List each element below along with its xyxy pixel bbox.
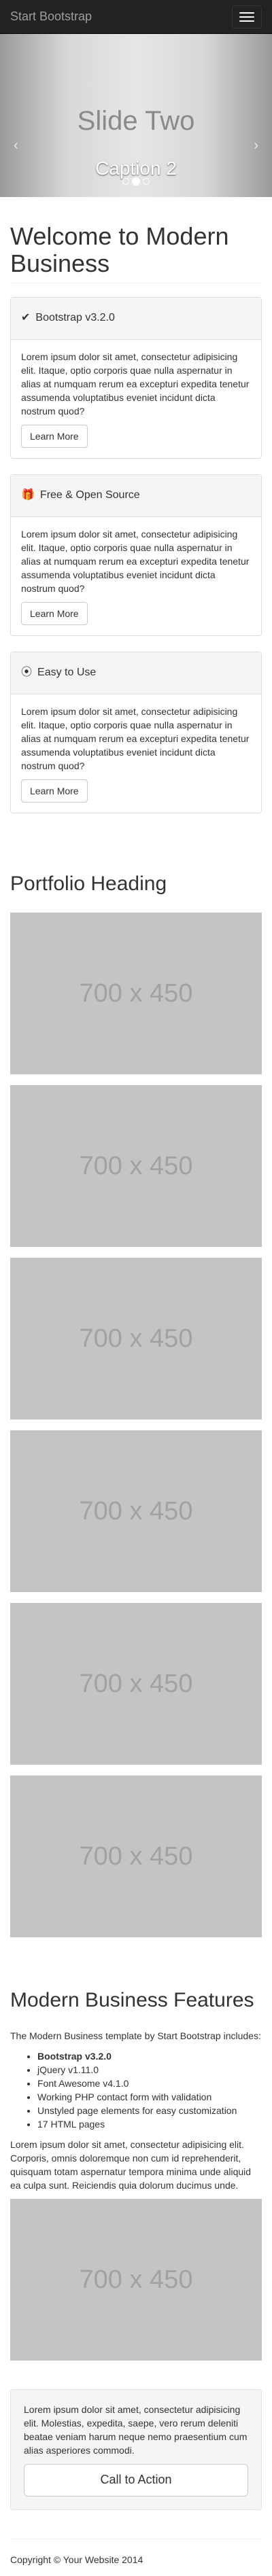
slide-title: Slide Two <box>77 106 195 136</box>
page-title: Welcome to Modern Business <box>10 197 262 284</box>
list-item: 17 HTML pages <box>37 2117 262 2131</box>
portfolio-image[interactable]: 700 x 450 <box>10 1430 262 1593</box>
list-item: Working PHP contact form with validation <box>37 2090 262 2104</box>
compass-icon: ⦿ <box>21 667 33 679</box>
hero-carousel: ‹ Slide Two Caption 2 › <box>0 34 272 197</box>
list-item: Bootstrap v3.2.0 <box>37 2049 262 2063</box>
features-paragraph: Lorem ipsum dolor sit amet, consectetur … <box>10 2139 252 2191</box>
list-item: jQuery v1.11.0 <box>37 2063 262 2077</box>
portfolio-image[interactable]: 700 x 450 <box>10 913 262 1075</box>
navbar-brand[interactable]: Start Bootstrap <box>10 9 92 23</box>
panel-body: Lorem ipsum dolor sit amet, consectetur … <box>11 694 261 813</box>
features-list: Bootstrap v3.2.0 jQuery v1.11.0 Font Awe… <box>10 2049 262 2131</box>
carousel-indicator[interactable] <box>143 178 150 185</box>
call-to-action-button[interactable]: Call to Action <box>24 2464 248 2497</box>
features-heading: Modern Business Features <box>10 1989 254 2012</box>
chevron-right-icon[interactable]: › <box>254 138 258 153</box>
panel-text: Lorem ipsum dolor sit amet, consectetur … <box>21 706 250 772</box>
portfolio-image[interactable]: 700 x 450 <box>10 1603 262 1765</box>
cta-text: Lorem ipsum dolor sit amet, consectetur … <box>24 2404 248 2456</box>
carousel-indicator[interactable] <box>122 178 129 185</box>
copyright-text: Copyright © Your Website 2014 <box>10 2554 143 2566</box>
call-to-action-well: Lorem ipsum dolor sit amet, consectetur … <box>10 2389 262 2511</box>
panel-body: Lorem ipsum dolor sit amet, consectetur … <box>11 340 261 458</box>
panel-heading: 🎁 Free & Open Source <box>11 475 261 518</box>
features-image: 700 x 450 <box>10 2199 262 2361</box>
learn-more-button[interactable]: Learn More <box>21 602 88 626</box>
panel-heading: ⦿ Easy to Use <box>11 652 261 695</box>
navbar: Start Bootstrap <box>0 0 272 34</box>
portfolio-image[interactable]: 700 x 450 <box>10 1258 262 1420</box>
menu-toggle-button[interactable] <box>232 5 262 29</box>
panel-open-source: 🎁 Free & Open Source Lorem ipsum dolor s… <box>10 474 262 637</box>
list-item: Font Awesome v4.1.0 <box>37 2077 262 2090</box>
slide-caption: Caption 2 <box>95 158 177 179</box>
portfolio-image[interactable]: 700 x 450 <box>10 1085 262 1248</box>
carousel-indicator-active[interactable] <box>132 177 140 186</box>
features-intro: The Modern Business template by Start Bo… <box>10 2030 261 2042</box>
panel-title: Free & Open Source <box>39 489 140 501</box>
carousel-indicators <box>0 177 272 186</box>
panel-title: Easy to Use <box>37 667 97 679</box>
panel-text: Lorem ipsum dolor sit amet, consectetur … <box>21 529 250 595</box>
panel-bootstrap: ✔ Bootstrap v3.2.0 Lorem ipsum dolor sit… <box>10 297 262 459</box>
chevron-left-icon[interactable]: ‹ <box>14 138 18 153</box>
footer: Copyright © Your Website 2014 <box>10 2539 262 2566</box>
panel-heading: ✔ Bootstrap v3.2.0 <box>11 298 261 340</box>
features-section: Modern Business Features The Modern Busi… <box>10 1948 262 2361</box>
learn-more-button[interactable]: Learn More <box>21 779 88 803</box>
gift-icon: 🎁 <box>21 489 35 501</box>
panel-title: Bootstrap v3.2.0 <box>35 312 115 324</box>
panel-easy-to-use: ⦿ Easy to Use Lorem ipsum dolor sit amet… <box>10 652 262 814</box>
panel-text: Lorem ipsum dolor sit amet, consectetur … <box>21 351 250 417</box>
panel-body: Lorem ipsum dolor sit amet, consectetur … <box>11 517 261 635</box>
portfolio-image[interactable]: 700 x 450 <box>10 1776 262 1938</box>
list-item: Unstyled page elements for easy customiz… <box>37 2104 262 2117</box>
hamburger-icon <box>239 12 254 14</box>
check-icon: ✔ <box>21 312 31 324</box>
learn-more-button[interactable]: Learn More <box>21 425 88 448</box>
portfolio-heading: Portfolio Heading <box>10 872 167 896</box>
